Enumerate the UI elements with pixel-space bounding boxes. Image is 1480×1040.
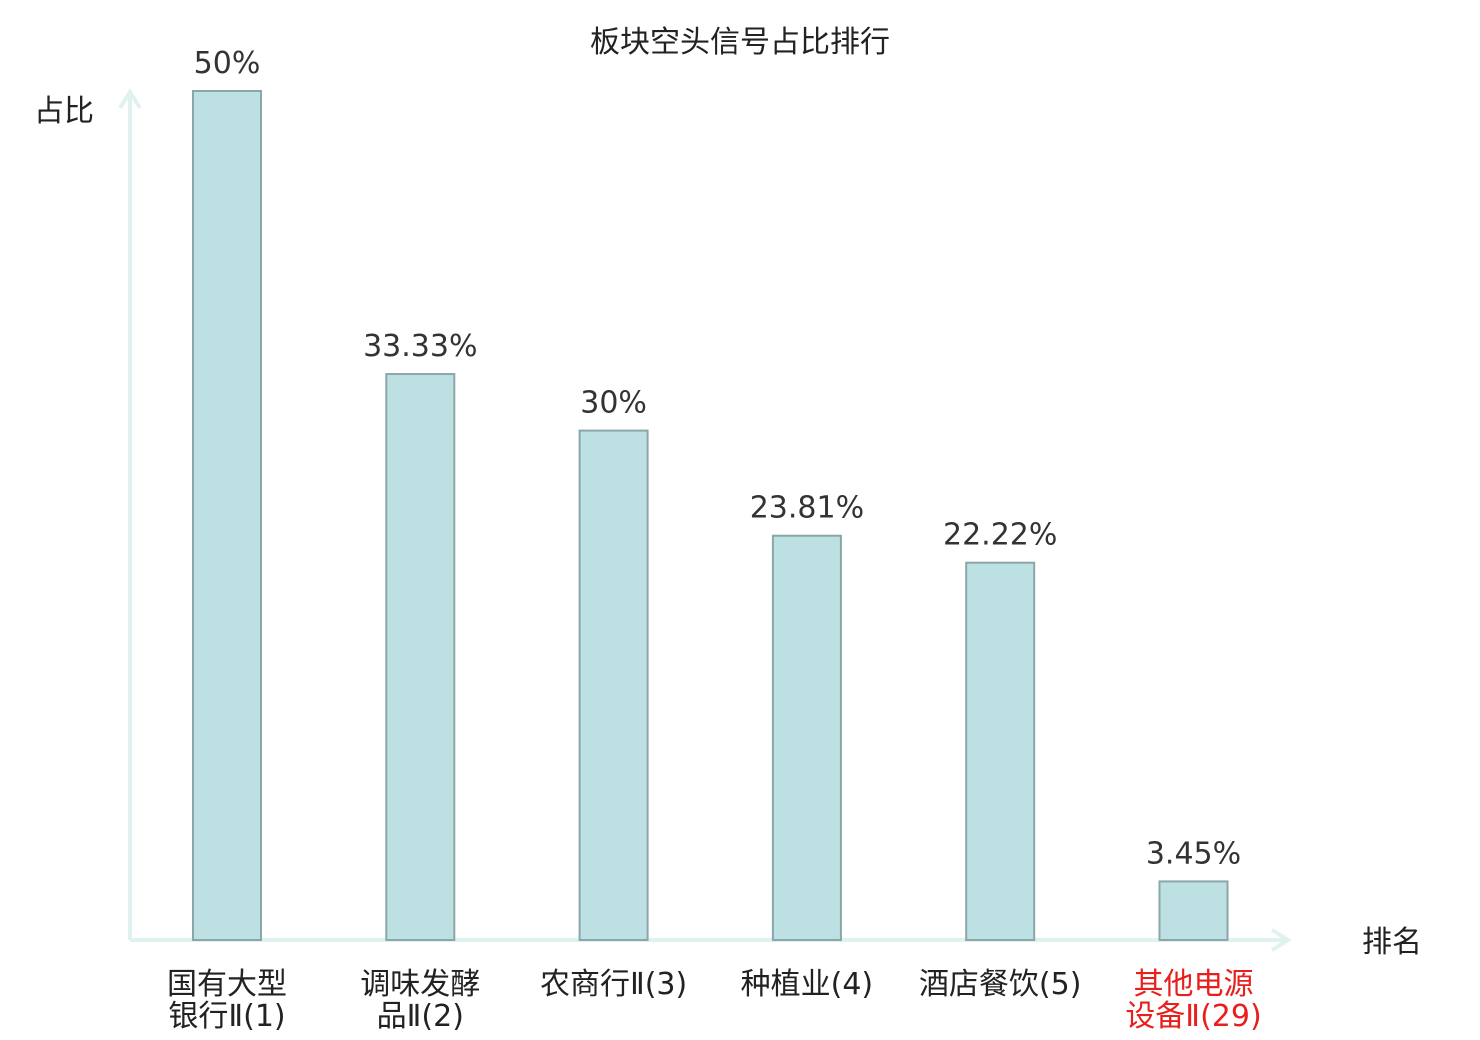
- x-tick-label: 银行Ⅱ(1): [168, 999, 285, 1034]
- x-tick-label: 其他电源: [1134, 967, 1254, 1002]
- x-tick-label: 酒店餐饮(5): [919, 967, 1082, 1002]
- x-tick-label: 农商行Ⅱ(3): [540, 967, 687, 1002]
- bar-value-label: 50%: [194, 46, 261, 81]
- y-axis-title: 占比: [34, 94, 94, 129]
- bar: [965, 561, 1036, 941]
- bar-value-label: 30%: [580, 386, 647, 421]
- bar: [192, 90, 262, 941]
- value-labels-group: 50% 33.33% 30% 23.81% 22.22% 3.45%: [194, 46, 1242, 871]
- chart-title: 板块空头信号占比排行: [590, 25, 890, 60]
- bar-value-label: 22.22%: [943, 518, 1057, 553]
- bar: [1158, 880, 1229, 942]
- x-tick-label: 设备Ⅱ(29): [1125, 999, 1261, 1034]
- bar-value-label: 3.45%: [1146, 836, 1241, 871]
- bars-group: [192, 90, 1229, 942]
- y-axis: [118, 88, 142, 940]
- x-axis: [130, 928, 1292, 952]
- bar-value-label: 23.81%: [750, 491, 864, 526]
- x-axis-title: 排名: [1362, 925, 1422, 960]
- x-tick-label: 种植业(4): [741, 967, 874, 1002]
- x-tick-label: 调味发酵: [360, 967, 480, 1002]
- bar: [771, 534, 842, 941]
- x-tick-label: 国有大型: [167, 967, 287, 1002]
- bar: [578, 429, 649, 941]
- bar-value-label: 33.33%: [363, 329, 477, 364]
- x-tick-label: 品Ⅱ(2): [377, 999, 464, 1034]
- bar: [385, 373, 456, 942]
